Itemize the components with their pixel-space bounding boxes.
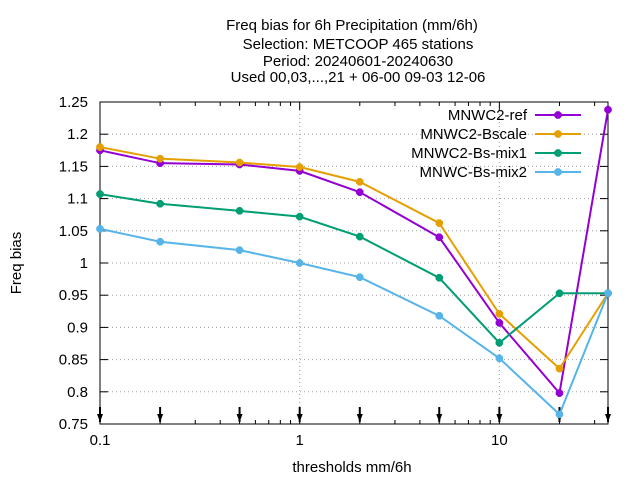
data-point	[555, 289, 564, 298]
legend: MNWC2-ref MNWC2-Bscale MNWC2-Bs-mix1 MNWC-B…	[411, 107, 581, 181]
data-point	[435, 274, 444, 282]
y-tick-label: 1.2	[67, 126, 88, 143]
title-line-2: Selection: METCOOP 465 stations	[243, 36, 474, 53]
series-line	[99, 109, 609, 396]
y-tick-label: 1.15	[59, 158, 88, 175]
x-tick-label: 0.1	[90, 432, 111, 449]
data-point	[356, 178, 364, 186]
y-tick-label: 0.75	[59, 416, 88, 433]
data-point	[96, 190, 104, 198]
legend-swatch-marker	[554, 130, 562, 138]
data-point	[555, 410, 564, 419]
title-line-1: Freq bias for 6h Precipitation (mm/6h)	[226, 17, 478, 34]
y-axis-label: Freq bias	[8, 232, 25, 295]
data-point	[156, 154, 164, 163]
series-group	[96, 105, 612, 419]
data-point	[435, 219, 444, 227]
data-point	[156, 237, 164, 246]
series-mnwc-bs-mix2	[96, 225, 612, 419]
axes: 0.75 0.8 0.85 0.9 0.95 1 1.05 1.1 1.15 1.2 1.25 0.1…	[59, 94, 611, 449]
data-point	[235, 246, 244, 254]
series-line	[99, 146, 609, 371]
data-point	[356, 188, 364, 196]
threshold-arrowhead	[157, 414, 164, 422]
data-point	[555, 364, 564, 373]
series-line	[99, 227, 609, 417]
y-tick-label: 0.85	[59, 352, 88, 369]
legend-label: MNWC2-Bs-mix1	[411, 145, 527, 162]
data-point	[235, 207, 244, 215]
data-point	[495, 354, 504, 363]
legend-swatch-marker	[554, 111, 562, 119]
x-tick-label: 10	[491, 432, 508, 449]
series-mnwc2-bs-mix1	[96, 190, 612, 347]
data-point	[295, 163, 304, 171]
y-tick-label: 0.95	[59, 287, 88, 304]
threshold-arrowhead	[296, 414, 303, 422]
y-tick-label: 1.05	[59, 223, 88, 240]
series-line	[99, 193, 608, 345]
title-line-4: Used 00,03,...,21 + 06-00 09-03 12-06	[231, 69, 486, 86]
data-point	[356, 232, 364, 241]
chart-title: Freq bias for 6h Precipitation (mm/6h) S…	[226, 17, 485, 86]
data-point	[555, 389, 564, 397]
y-tick-label: 0.9	[67, 319, 88, 336]
threshold-arrowhead	[356, 414, 363, 422]
data-point	[495, 310, 504, 318]
y-tick-label: 0.8	[67, 384, 88, 401]
legend-label: MNWC-Bs-mix2	[420, 164, 527, 181]
threshold-arrowhead	[97, 414, 103, 422]
data-point	[295, 259, 304, 267]
data-point	[235, 158, 244, 167]
y-tick-label: 1.25	[59, 94, 88, 111]
data-point	[435, 233, 444, 241]
title-line-3: Period: 20240601-20240630	[263, 53, 453, 70]
data-point	[435, 312, 444, 320]
legend-label: MNWC2-ref	[448, 107, 528, 124]
threshold-arrowhead	[236, 414, 243, 422]
data-point	[356, 273, 364, 281]
data-point	[295, 212, 304, 221]
x-tick-label: 1	[296, 432, 304, 449]
legend-swatch-marker	[554, 168, 562, 176]
x-axis-label: thresholds mm/6h	[292, 459, 411, 476]
data-point	[96, 225, 104, 233]
data-point	[495, 339, 504, 347]
threshold-arrowhead	[436, 414, 443, 422]
legend-label: MNWC2-Bscale	[420, 126, 527, 143]
grid-lines	[100, 102, 608, 424]
y-tick-label: 1	[80, 255, 88, 272]
y-tick-label: 1.1	[67, 191, 88, 208]
data-point	[156, 199, 164, 208]
data-point	[604, 105, 612, 114]
data-point	[96, 143, 104, 151]
data-point	[495, 319, 504, 327]
series-mnwc2-ref	[96, 105, 612, 397]
legend-swatch-marker	[554, 149, 562, 157]
threshold-arrowhead	[496, 414, 503, 422]
data-point	[604, 289, 612, 298]
threshold-arrowhead	[605, 414, 611, 422]
series-mnwc2-bscale	[96, 143, 612, 373]
